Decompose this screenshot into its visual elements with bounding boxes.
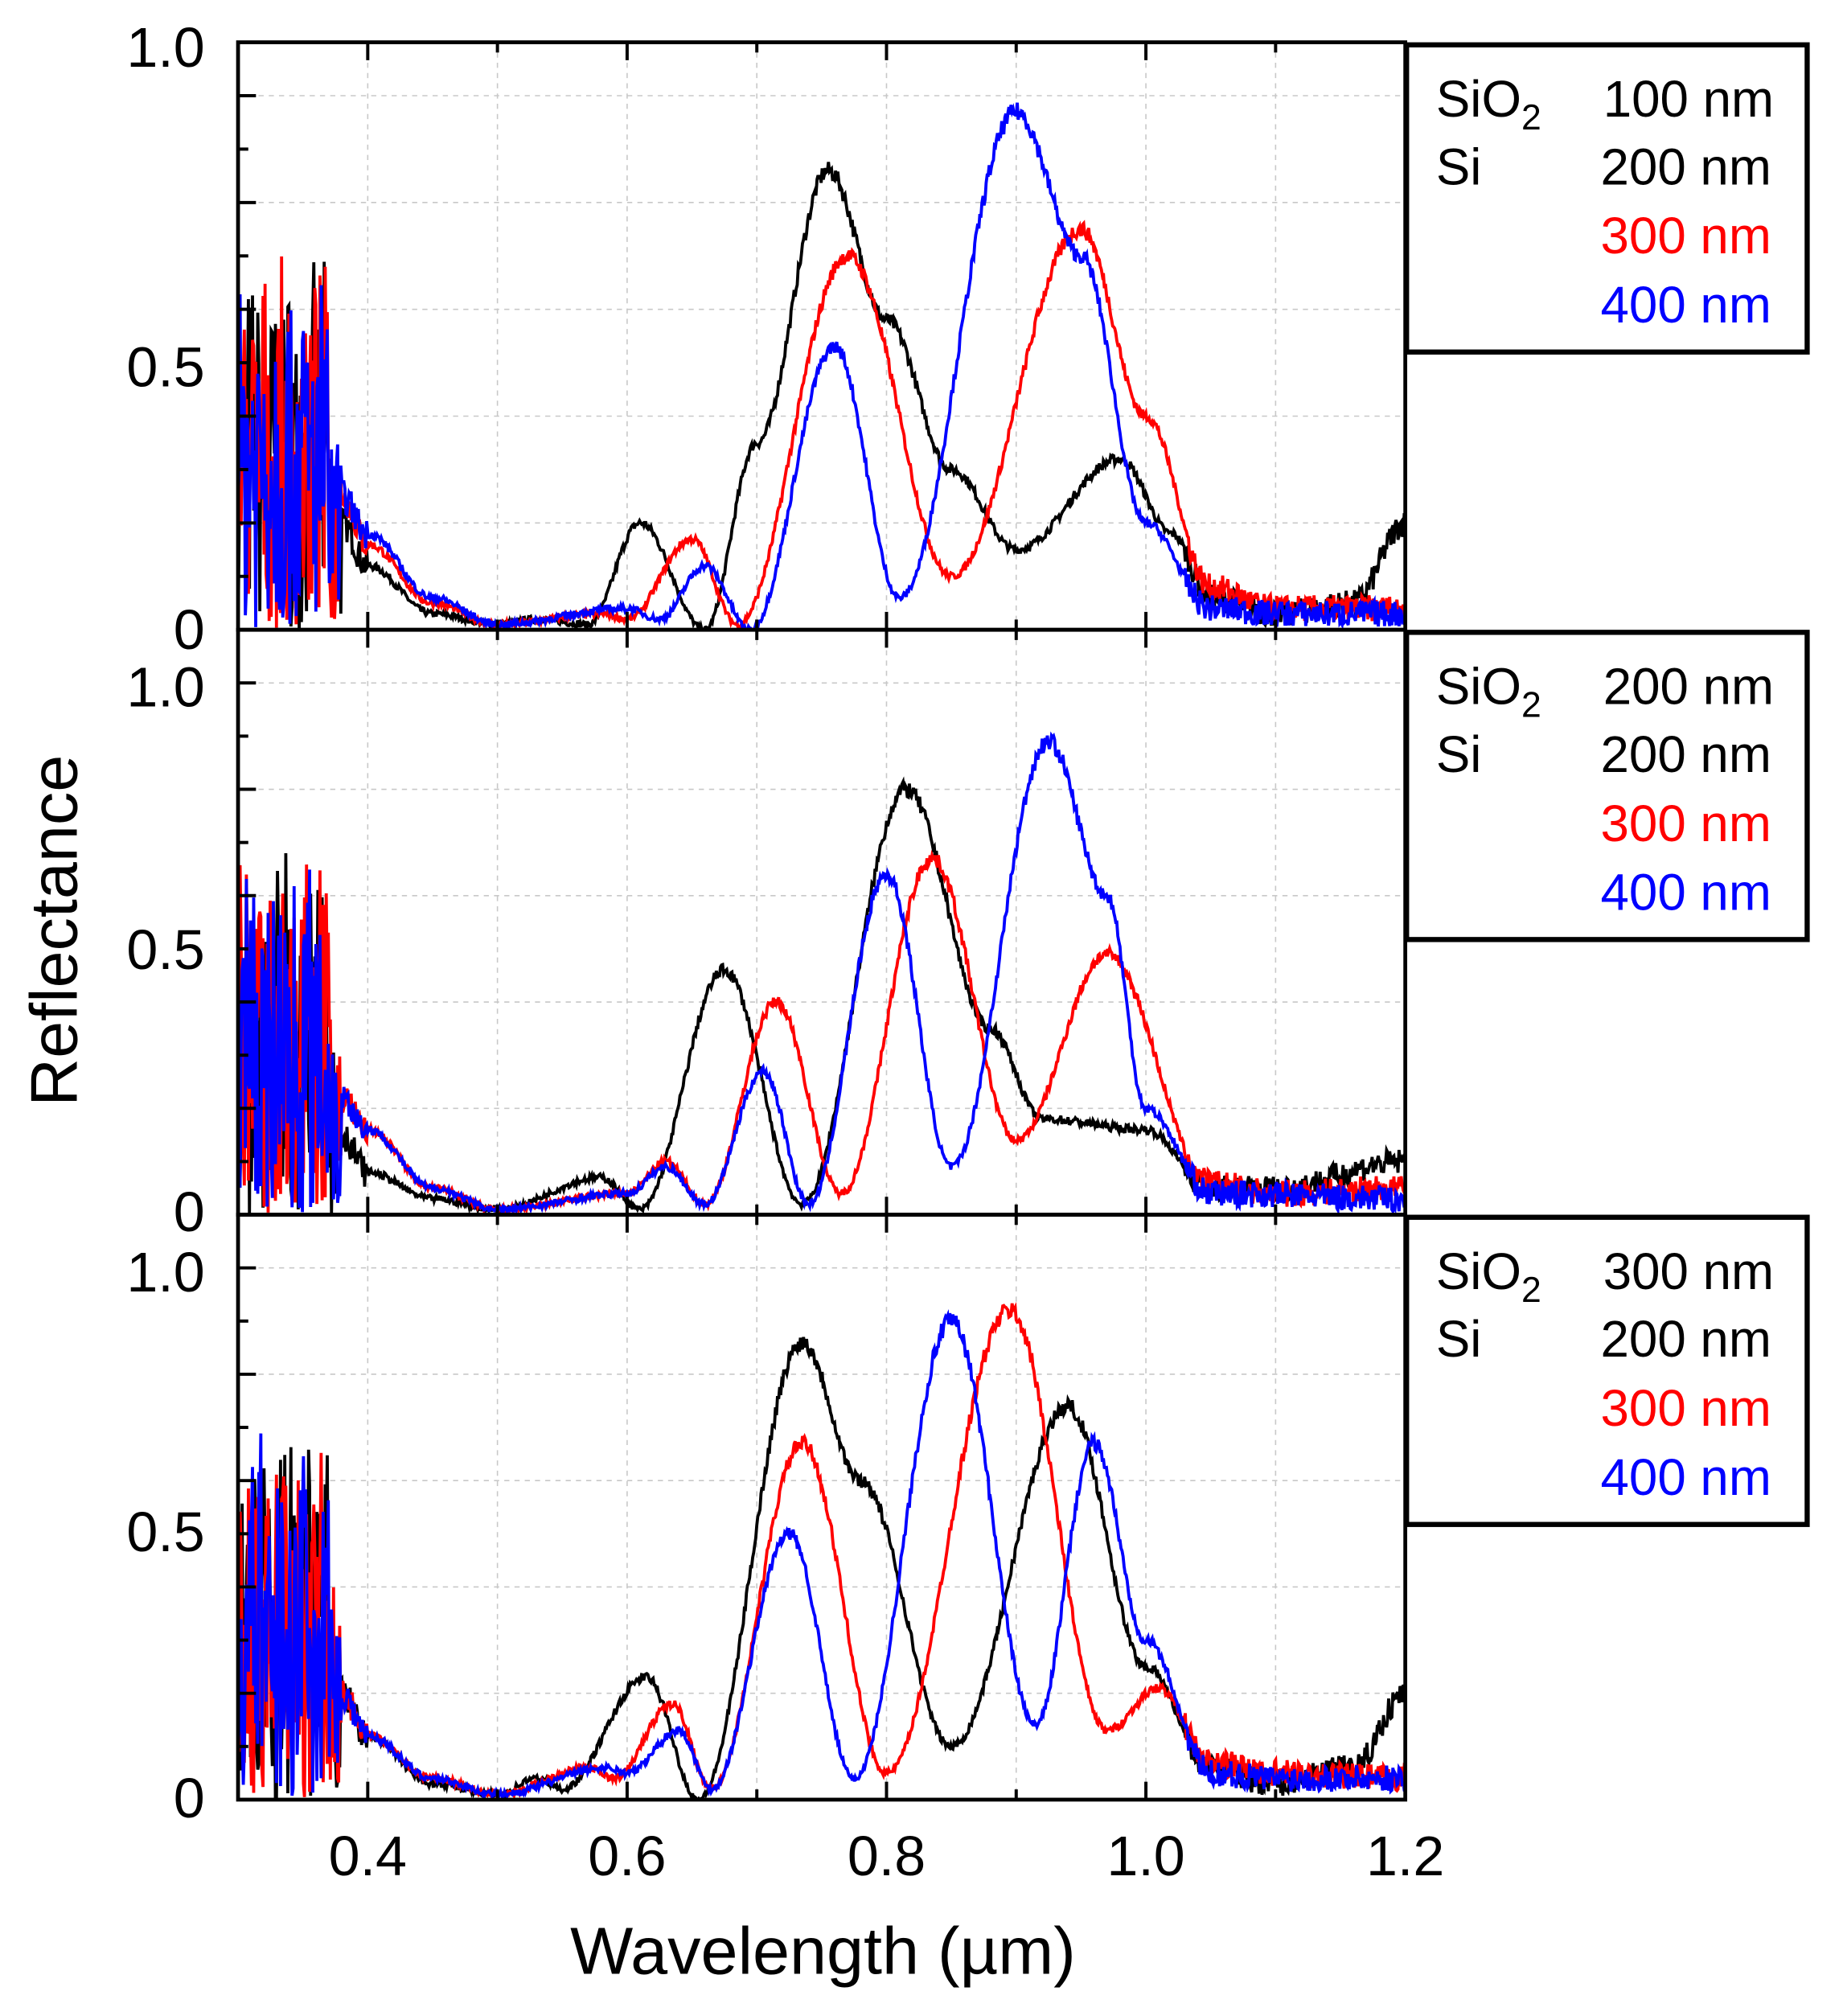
legend-entry: 300 nm	[1601, 795, 1771, 852]
y-tick-label: 0.5	[126, 918, 204, 981]
x-tick-label: 0.6	[588, 1825, 666, 1887]
y-tick-label: 1.0	[126, 1241, 204, 1304]
series-line-200-nm	[238, 1336, 1406, 1800]
panel-frame	[236, 627, 1408, 1217]
series-line-400-nm	[238, 731, 1406, 1215]
legend-entry: 200 nm	[1601, 1311, 1771, 1368]
panel-frame	[236, 40, 1408, 632]
subscript: 2	[1521, 98, 1541, 138]
legend-frame	[1404, 42, 1810, 355]
y-tick-label: 0	[174, 598, 205, 661]
legends: SiO2 100 nm Si 200 nm 300 nm 400 nm SiO2 200 nm…	[1404, 42, 1810, 1527]
series-line-300-nm	[238, 849, 1406, 1215]
legend-box: SiO2 300 nm Si 200 nm 300 nm 400 nm	[1404, 1214, 1810, 1527]
legend-sio2-value: 300 nm	[1603, 1243, 1774, 1300]
legend-entry: 400 nm	[1601, 277, 1771, 334]
legend-entry: 400 nm	[1601, 864, 1771, 922]
legend-si-label: Si	[1436, 1311, 1482, 1368]
legend-sio2-value: 200 nm	[1603, 658, 1774, 715]
x-tick-label: 1.0	[1106, 1825, 1184, 1887]
x-tick-label: 0.8	[848, 1825, 926, 1887]
subscript: 2	[1521, 1271, 1541, 1310]
y-tick-label: 1.0	[126, 656, 204, 719]
legend-si-label: Si	[1436, 138, 1482, 195]
y-axis-title: Reflectance	[17, 755, 92, 1107]
y-tick-label: 0.5	[126, 336, 204, 399]
x-tick-label: 0.4	[329, 1825, 407, 1887]
curves	[238, 102, 1406, 1800]
tick-labels: 1.00.501.00.501.00.500.4 0.6 0.8 1.0 1.2	[126, 16, 1444, 1887]
series-line-400-nm	[238, 1309, 1406, 1800]
legend-frame	[1404, 630, 1810, 942]
legend-entry: 200 nm	[1601, 726, 1771, 783]
legend-frame	[1404, 1214, 1810, 1527]
legend-sio2-value: 100 nm	[1603, 71, 1774, 128]
series-line-400-nm	[238, 102, 1406, 630]
legend-si-label: Si	[1436, 726, 1482, 783]
legend-sio2-label: SiO2	[1436, 658, 1541, 725]
y-tick-label: 0	[174, 1767, 205, 1829]
series-line-200-nm	[238, 162, 1406, 630]
legend-entry: 300 nm	[1601, 207, 1771, 265]
panel-frame	[236, 1213, 1408, 1802]
y-tick-label: 0.5	[126, 1501, 204, 1563]
legend-entry: 300 nm	[1601, 1380, 1771, 1437]
legend-sio2-label: SiO2	[1436, 1243, 1541, 1310]
legend-entry: 400 nm	[1601, 1449, 1771, 1506]
legend-entry: 200 nm	[1601, 138, 1771, 195]
subscript: 2	[1521, 685, 1541, 725]
series-line-300-nm	[238, 220, 1406, 630]
y-tick-label: 1.0	[126, 16, 204, 79]
x-axis-title: Wavelength (µm)	[570, 1913, 1076, 1988]
y-tick-label: 0	[174, 1180, 205, 1243]
legend-box: SiO2 200 nm Si 200 nm 300 nm 400 nm	[1404, 630, 1810, 942]
x-tick-label: 1.2	[1366, 1825, 1444, 1887]
